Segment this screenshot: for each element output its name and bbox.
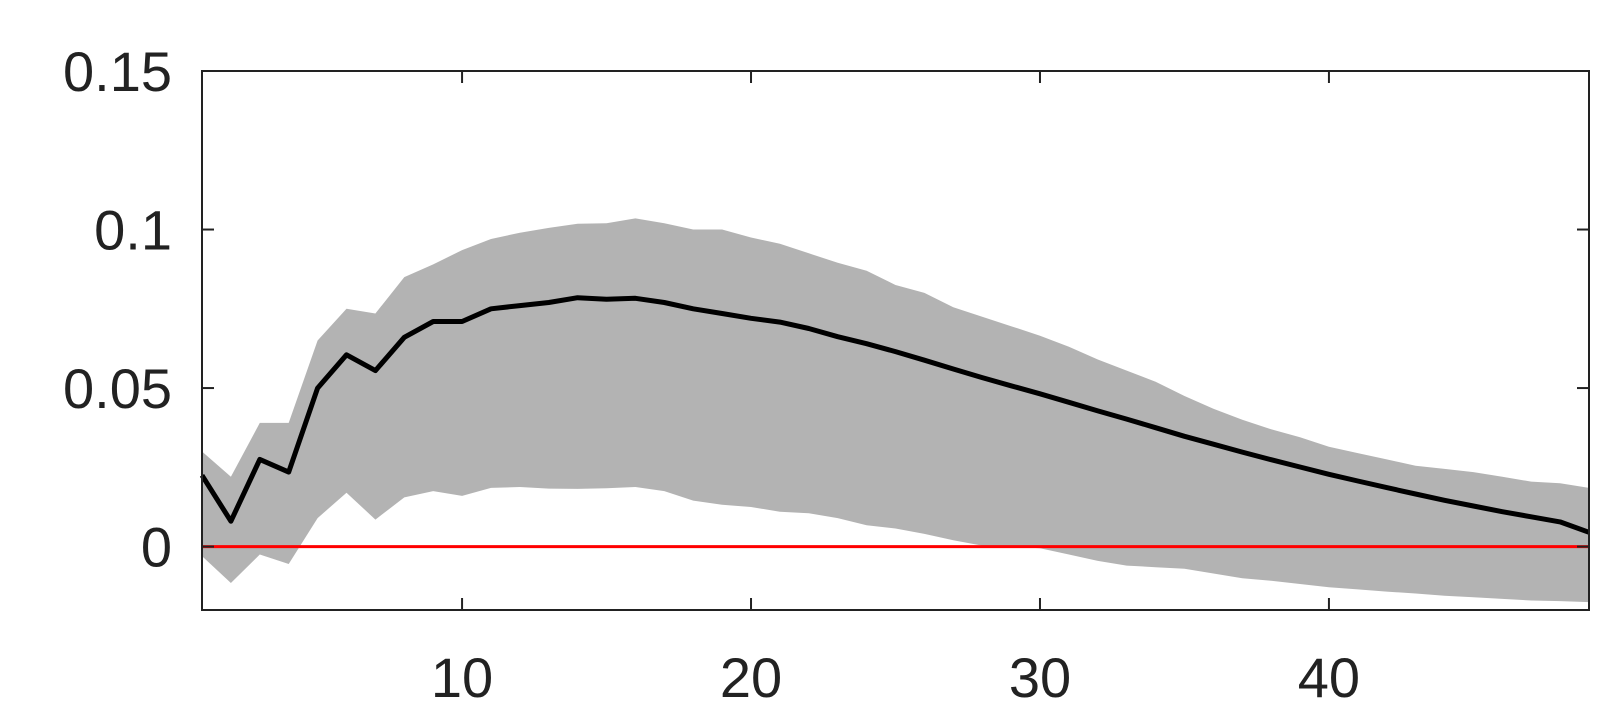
axis-tick-labels: 10 20 30 40 0 0.05 0.1 0.15 <box>63 40 1360 709</box>
x-tick-label: 30 <box>1009 646 1071 709</box>
axes-frame <box>201 70 1590 611</box>
confidence-band <box>202 218 1589 603</box>
x-tick-label: 40 <box>1298 646 1360 709</box>
y-tick-label: 0.05 <box>63 357 172 420</box>
plot-area <box>199 218 1590 603</box>
median-line <box>199 295 1590 535</box>
y-tick-label: 0 <box>141 516 172 579</box>
y-tick-label: 0.1 <box>94 199 172 262</box>
x-tick-label: 20 <box>720 646 782 709</box>
x-tick-label: 10 <box>431 646 493 709</box>
y-tick-label: 0.15 <box>63 40 172 103</box>
axis-ticks <box>202 70 1589 610</box>
